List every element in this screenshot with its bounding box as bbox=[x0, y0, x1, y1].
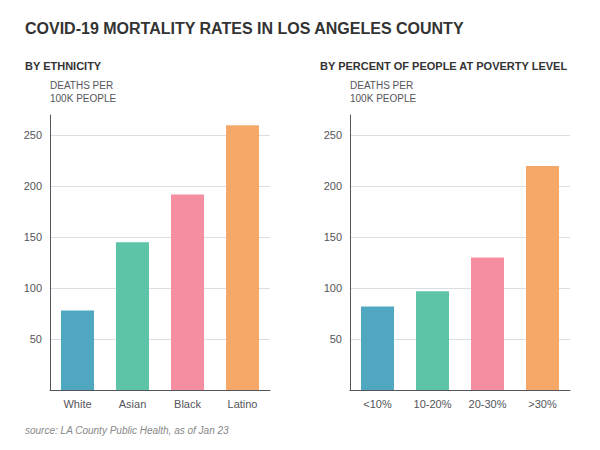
svg-text:DEATHS PER: DEATHS PER bbox=[350, 80, 413, 91]
svg-text:DEATHS PER: DEATHS PER bbox=[50, 80, 113, 91]
svg-text:<10%: <10% bbox=[363, 398, 392, 410]
svg-text:COVID-19 MORTALITY RATES IN LO: COVID-19 MORTALITY RATES IN LOS ANGELES … bbox=[25, 20, 464, 37]
svg-text:Asian: Asian bbox=[119, 398, 147, 410]
svg-text:BY ETHNICITY: BY ETHNICITY bbox=[25, 60, 102, 72]
svg-text:100: 100 bbox=[324, 282, 342, 294]
svg-text:source: LA County Public Healt: source: LA County Public Health, as of J… bbox=[25, 425, 229, 436]
svg-text:200: 200 bbox=[324, 180, 342, 192]
svg-text:150: 150 bbox=[24, 231, 42, 243]
svg-text:10-20%: 10-20% bbox=[414, 398, 452, 410]
svg-text:20-30%: 20-30% bbox=[469, 398, 507, 410]
svg-text:White: White bbox=[63, 398, 91, 410]
svg-text:50: 50 bbox=[330, 333, 342, 345]
svg-text:Latino: Latino bbox=[228, 398, 258, 410]
svg-text:250: 250 bbox=[24, 129, 42, 141]
svg-text:Black: Black bbox=[174, 398, 201, 410]
svg-text:100K PEOPLE: 100K PEOPLE bbox=[350, 93, 416, 104]
svg-text:>30%: >30% bbox=[528, 398, 557, 410]
svg-text:BY PERCENT OF PEOPLE AT POVERT: BY PERCENT OF PEOPLE AT POVERTY LEVEL bbox=[320, 60, 567, 72]
svg-text:100: 100 bbox=[24, 282, 42, 294]
svg-text:50: 50 bbox=[30, 333, 42, 345]
svg-text:250: 250 bbox=[324, 129, 342, 141]
svg-text:100K PEOPLE: 100K PEOPLE bbox=[50, 93, 116, 104]
svg-text:150: 150 bbox=[324, 231, 342, 243]
svg-text:200: 200 bbox=[24, 180, 42, 192]
